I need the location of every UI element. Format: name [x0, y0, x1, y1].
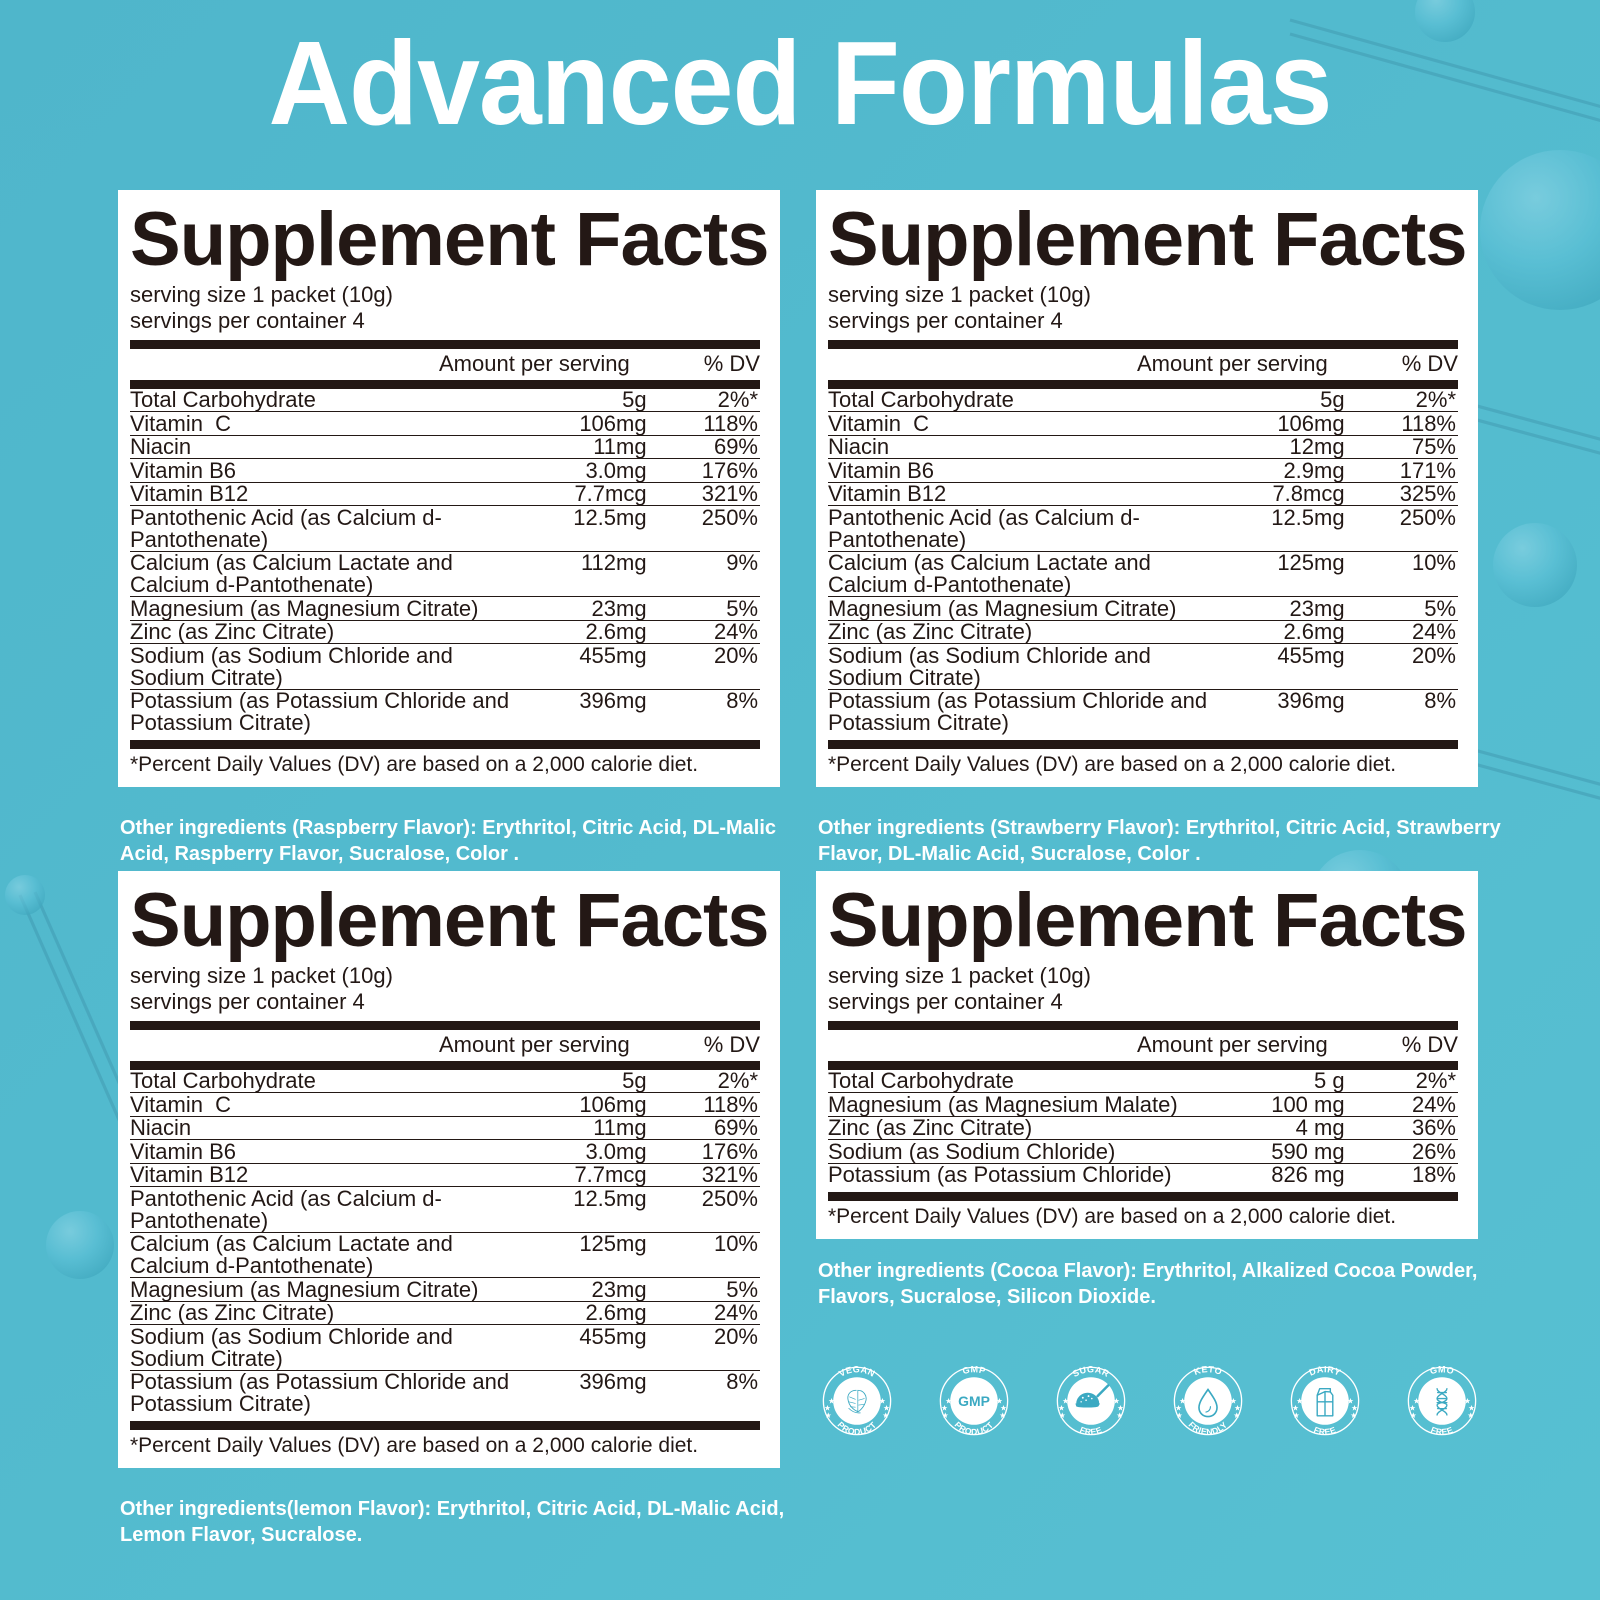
svg-text:FREE: FREE [1429, 1425, 1454, 1437]
svg-text:FREE: FREE [1078, 1425, 1103, 1437]
svg-text:SUGAR: SUGAR [1071, 1364, 1111, 1379]
svg-text:VEGAN: VEGAN [837, 1364, 877, 1379]
svg-text:KETO: KETO [1192, 1364, 1223, 1377]
svg-text:GMP: GMP [958, 1393, 990, 1409]
svg-text:GMO: GMO [1429, 1364, 1455, 1376]
svg-text:GMP: GMP [961, 1364, 986, 1376]
svg-text:DAIRY: DAIRY [1308, 1364, 1343, 1378]
svg-text:FREE: FREE [1312, 1425, 1337, 1437]
